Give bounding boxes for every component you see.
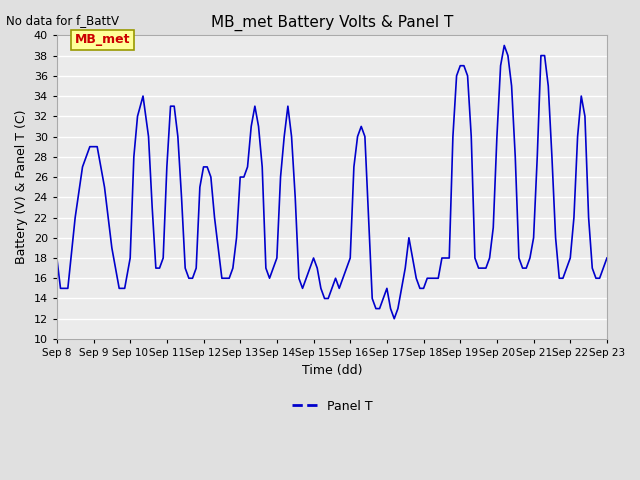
Text: No data for f_BattV: No data for f_BattV: [6, 14, 120, 27]
Text: MB_met: MB_met: [75, 34, 131, 47]
Legend: Panel T: Panel T: [287, 395, 377, 418]
Title: MB_met Battery Volts & Panel T: MB_met Battery Volts & Panel T: [211, 15, 453, 31]
Y-axis label: Battery (V) & Panel T (C): Battery (V) & Panel T (C): [15, 110, 28, 264]
X-axis label: Time (dd): Time (dd): [301, 363, 362, 376]
